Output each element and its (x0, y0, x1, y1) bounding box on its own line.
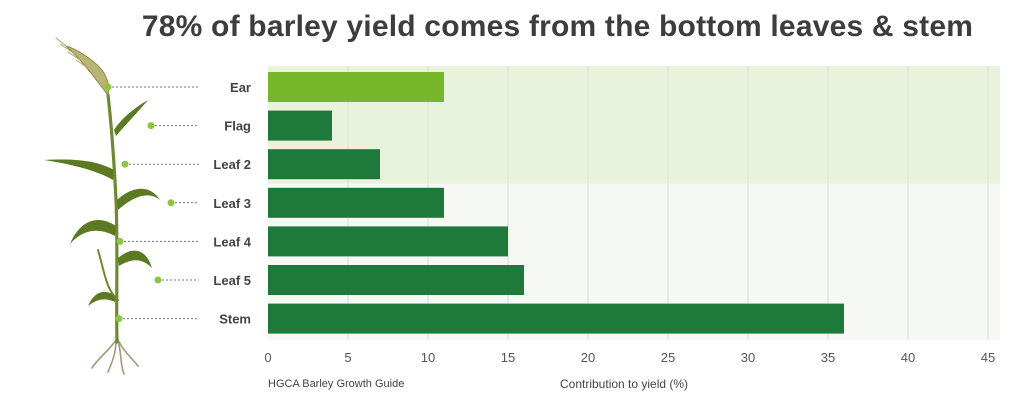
source-note: HGCA Barley Growth Guide (268, 378, 405, 390)
leaf-2 (44, 159, 114, 180)
leaf-3 (117, 188, 160, 210)
x-tick-label: 45 (981, 350, 995, 365)
category-label: Ear (230, 80, 251, 95)
x-tick-label: 35 (821, 350, 835, 365)
category-label: Leaf 4 (213, 234, 251, 249)
x-tick-label: 0 (264, 350, 271, 365)
category-label: Stem (219, 312, 251, 327)
tiller (97, 249, 119, 301)
leader-dot (167, 199, 175, 207)
x-tick-label: 15 (501, 350, 515, 365)
leader-dot (104, 83, 112, 91)
x-tick-label: 10 (421, 350, 435, 365)
leader-dot (115, 315, 123, 323)
flag-leaf (114, 100, 148, 136)
leaf-5 (118, 250, 152, 268)
roots (91, 339, 139, 375)
x-tick-label: 25 (661, 350, 675, 365)
category-label: Leaf 2 (213, 157, 251, 172)
ear (65, 45, 110, 97)
category-label: Leaf 5 (213, 273, 251, 288)
x-tick-label: 20 (581, 350, 595, 365)
leader-dot (121, 160, 129, 168)
leader-dot (147, 122, 155, 130)
leader-dot (116, 237, 124, 245)
category-label: Flag (224, 119, 251, 134)
stem (106, 93, 119, 344)
bar-leaf-2 (268, 149, 380, 180)
bar-ear (268, 72, 444, 102)
awns (55, 37, 89, 69)
lower-leaf (88, 291, 116, 306)
leader-dot (154, 276, 162, 284)
x-tick-label: 30 (741, 350, 755, 365)
bar-flag (268, 110, 332, 141)
x-axis-label: Contribution to yield (%) (560, 377, 689, 391)
bar-leaf-5 (268, 265, 524, 295)
category-label: Leaf 3 (213, 196, 251, 211)
barley-plant-illustration (44, 37, 160, 375)
chart-title: 78% of barley yield comes from the botto… (141, 10, 974, 43)
x-tick-label: 40 (901, 350, 915, 365)
bar-leaf-3 (268, 187, 444, 218)
x-tick-label: 5 (344, 350, 351, 365)
bar-stem (268, 303, 844, 334)
bar-leaf-4 (268, 226, 508, 257)
leaf-4 (70, 220, 116, 244)
